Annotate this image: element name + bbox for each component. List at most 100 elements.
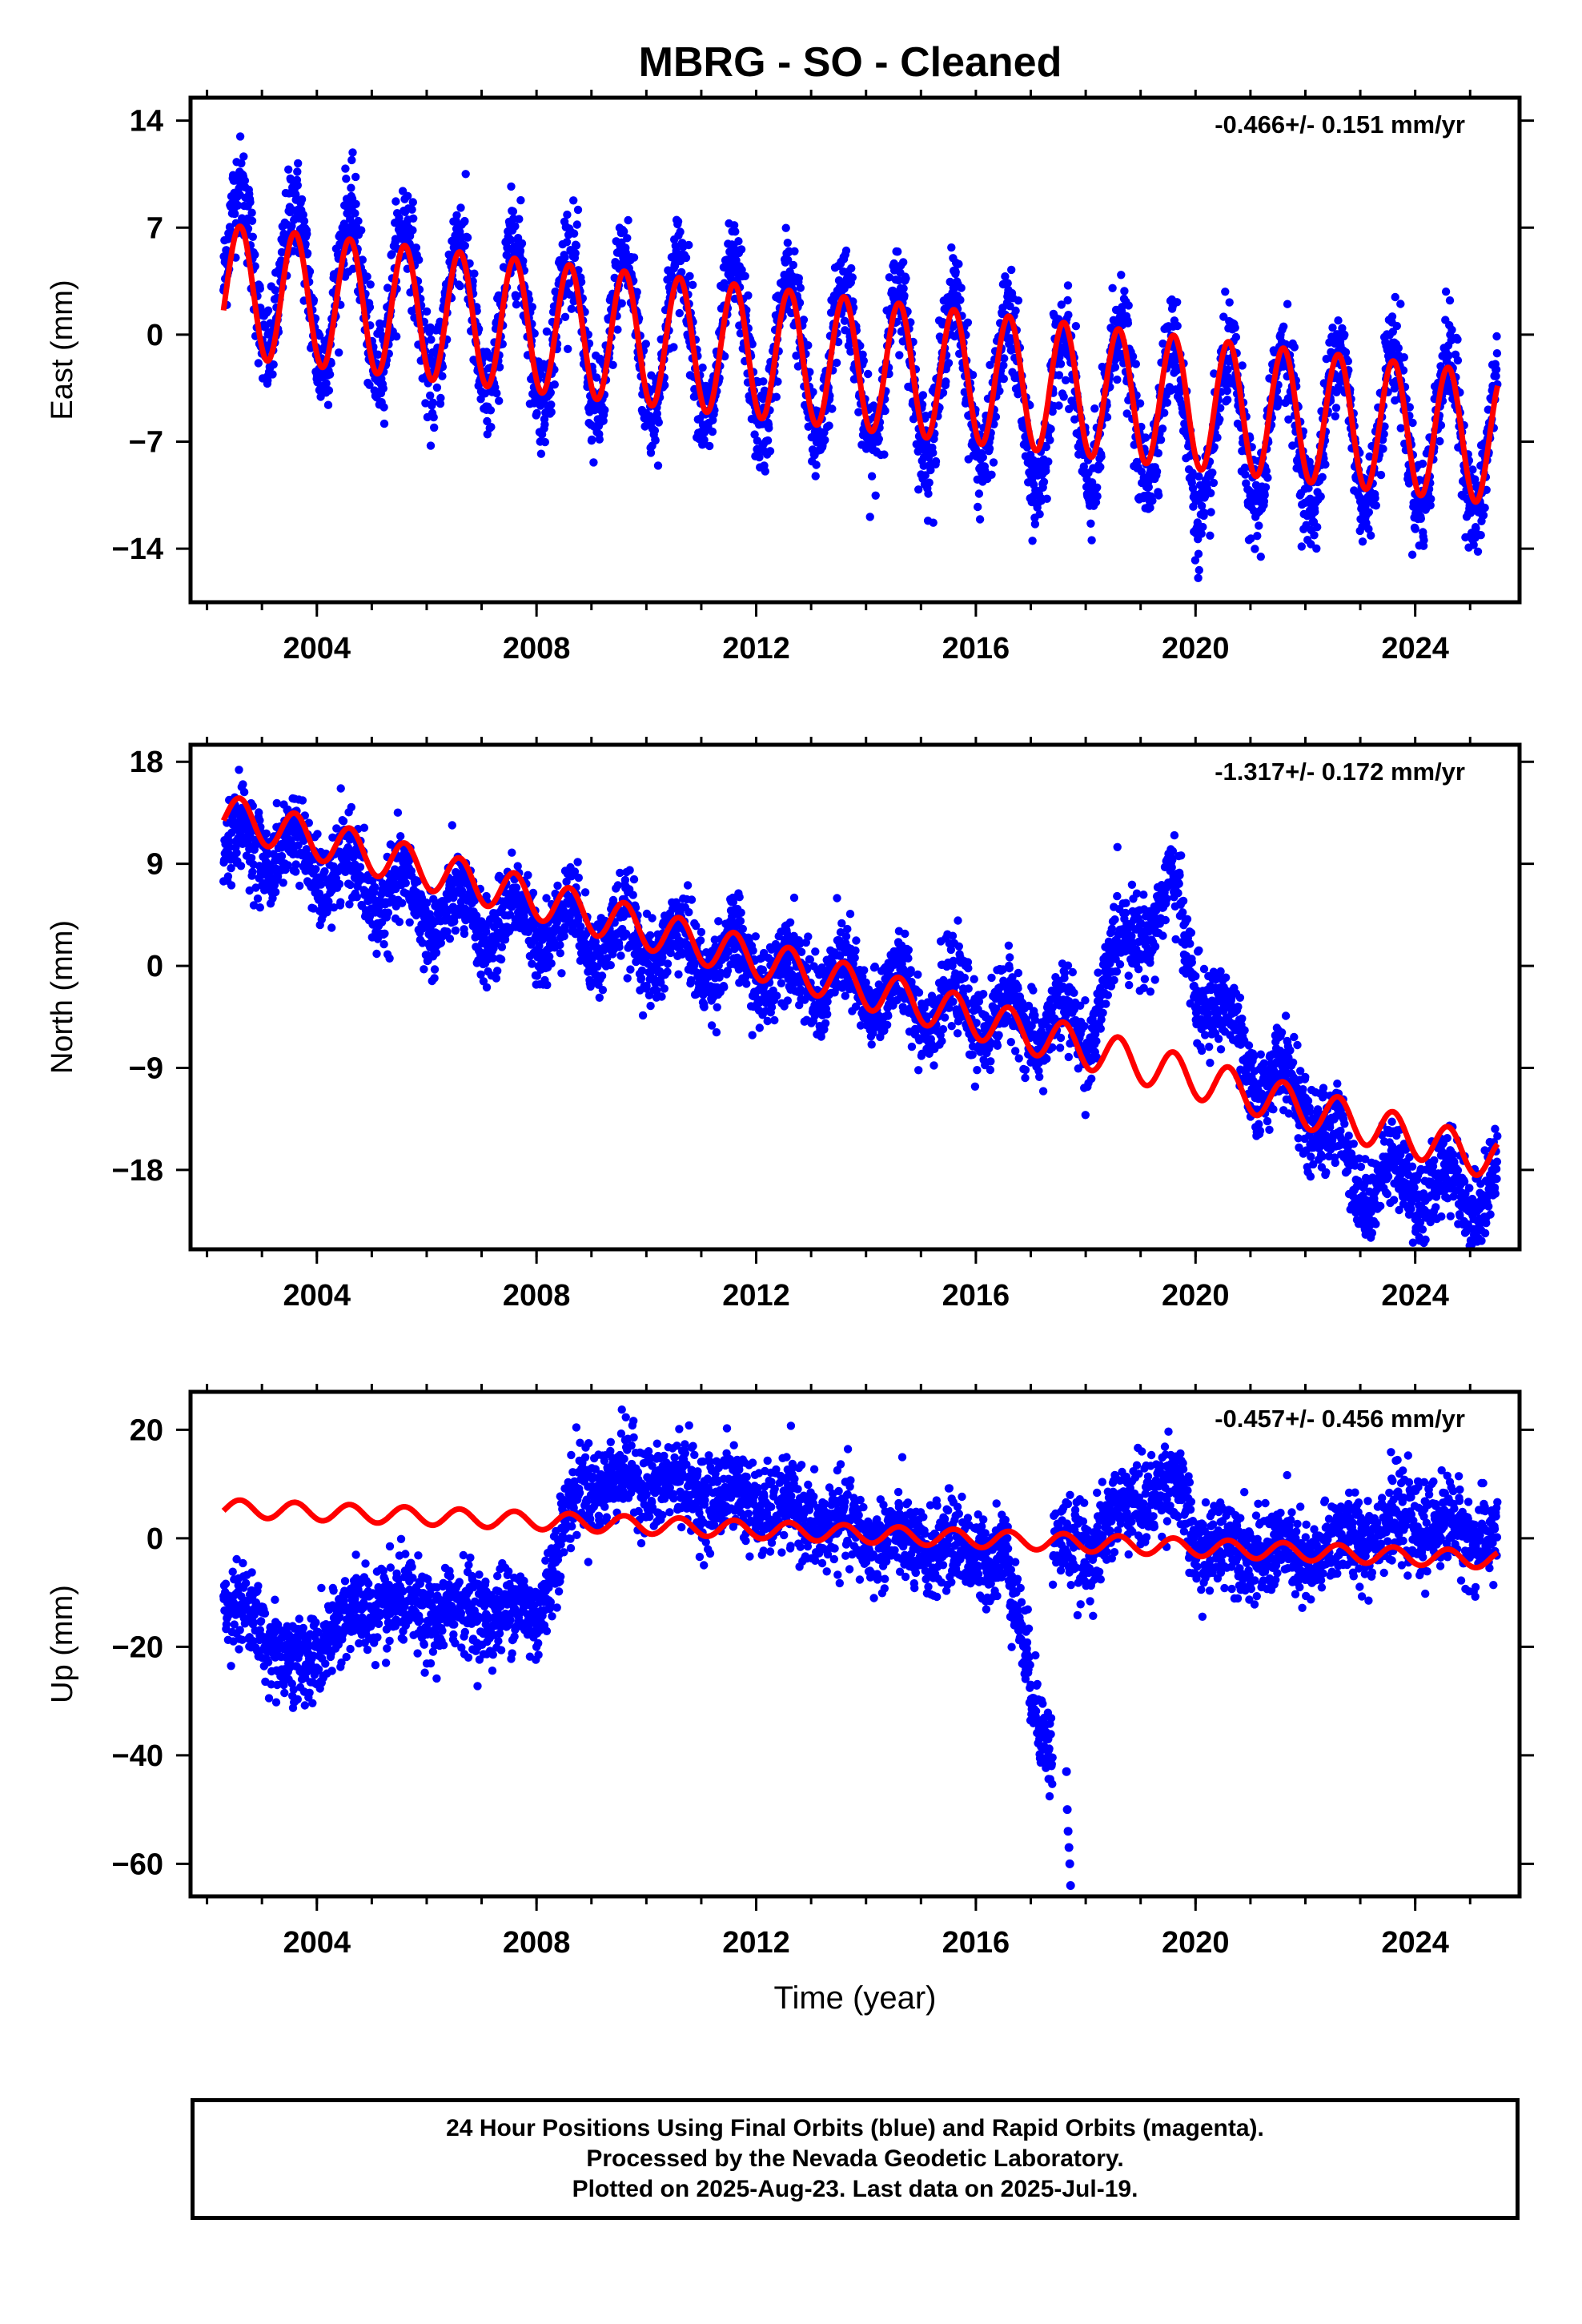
data-point [1194, 549, 1203, 558]
data-point [1208, 468, 1217, 477]
data-point [1279, 322, 1288, 331]
data-point [623, 234, 632, 243]
data-point [553, 881, 562, 891]
data-point [1059, 392, 1068, 401]
data-point [1054, 401, 1063, 410]
data-point [239, 152, 248, 161]
east-plot-area [219, 132, 1502, 582]
data-point [430, 965, 440, 974]
data-point [1042, 466, 1050, 476]
data-point [963, 318, 973, 327]
data-point [339, 817, 348, 826]
data-point [974, 502, 982, 512]
data-point [271, 887, 280, 897]
data-point [348, 148, 357, 157]
x-tick-label: 2020 [1162, 632, 1230, 665]
data-point [293, 181, 302, 190]
data-point [295, 881, 304, 891]
data-point [796, 283, 805, 292]
data-point [502, 251, 511, 259]
data-point [248, 867, 257, 877]
data-point [865, 513, 874, 521]
data-point [617, 299, 626, 308]
data-point [363, 272, 371, 281]
data-point [874, 435, 884, 444]
data-point [1154, 448, 1163, 458]
data-point [1427, 494, 1435, 504]
data-point [613, 325, 622, 334]
data-point [322, 379, 331, 388]
data-point [812, 460, 821, 469]
data-point [247, 216, 257, 225]
data-point [895, 351, 904, 360]
data-point [1093, 492, 1102, 501]
data-point [239, 787, 249, 797]
data-point [1207, 489, 1215, 497]
data-point [1238, 361, 1247, 370]
data-point [536, 449, 546, 458]
data-point [871, 491, 880, 500]
data-point [1011, 306, 1020, 316]
data-point [237, 159, 246, 168]
data-point [540, 437, 549, 447]
data-point [235, 766, 243, 774]
data-point [1221, 287, 1230, 296]
data-point [324, 386, 334, 395]
data-point [1071, 322, 1081, 331]
data-point [999, 361, 1008, 370]
data-point [975, 515, 985, 524]
data-point [1331, 404, 1341, 412]
data-point [1007, 265, 1016, 275]
data-point [556, 949, 564, 958]
data-point [1028, 537, 1037, 545]
data-point [316, 880, 326, 889]
data-point [1453, 335, 1462, 344]
data-point [313, 830, 322, 838]
data-point [925, 478, 934, 487]
data-point [428, 398, 438, 407]
data-point [251, 250, 259, 259]
y-tick-label: −7 [129, 426, 163, 460]
data-point [511, 222, 520, 231]
data-point [1407, 550, 1417, 559]
data-point [825, 421, 833, 430]
data-point [1194, 573, 1203, 582]
data-point [1445, 296, 1455, 305]
data-point [1054, 371, 1064, 380]
data-point [924, 489, 933, 498]
data-point [556, 940, 564, 950]
data-point [1231, 332, 1241, 342]
data-point [311, 865, 320, 874]
data-point [495, 396, 504, 405]
data-point [1030, 520, 1040, 529]
data-point [445, 935, 455, 943]
data-point [1120, 287, 1129, 296]
data-point [1387, 312, 1397, 321]
data-point [772, 392, 781, 401]
data-point [263, 376, 272, 385]
data-point [508, 848, 516, 857]
data-point [351, 172, 360, 182]
data-point [1479, 511, 1488, 520]
data-point [783, 239, 792, 247]
data-point [1447, 325, 1456, 335]
data-point [297, 195, 307, 204]
data-point [954, 259, 963, 268]
data-point [385, 954, 394, 963]
data-point [293, 167, 302, 176]
data-point [744, 291, 753, 300]
data-point [496, 955, 506, 964]
data-point [429, 412, 438, 422]
x-tick-label: 2004 [283, 632, 351, 665]
data-point [1283, 300, 1292, 308]
data-point [557, 969, 566, 978]
data-point [355, 862, 365, 872]
data-point [234, 201, 243, 210]
data-point [624, 215, 632, 225]
data-point [239, 780, 247, 789]
data-point [1358, 537, 1367, 546]
data-point [354, 216, 363, 226]
data-point [1213, 433, 1222, 442]
data-point [675, 308, 684, 318]
